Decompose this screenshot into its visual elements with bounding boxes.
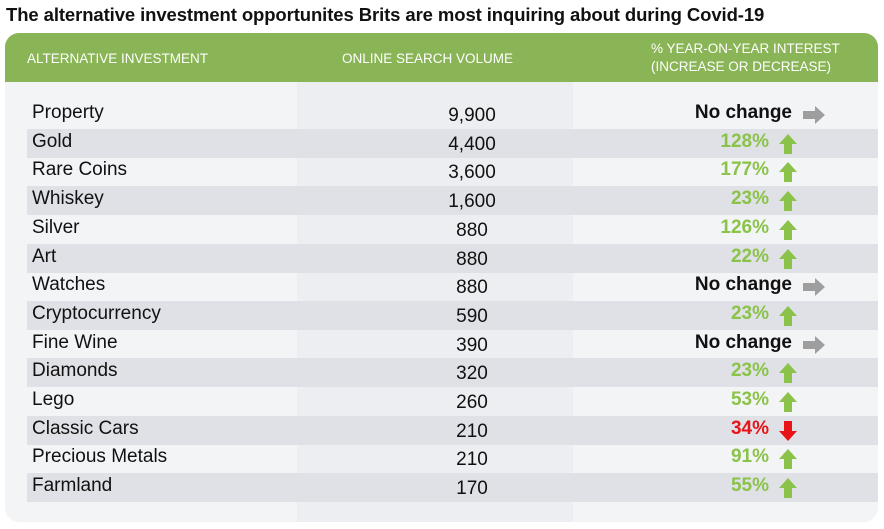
table-row: Gold 4,400 128% (27, 128, 878, 158)
search-volume: 880 (456, 219, 488, 241)
table-row: Whiskey 1,600 23% (27, 186, 878, 216)
arrow-down-icon (779, 420, 797, 441)
table-row: Diamonds 320 23% (27, 358, 878, 388)
yoy-interest: No change (694, 102, 792, 123)
yoy-interest: 23% (730, 302, 769, 324)
table-row: Silver 880 126% (27, 215, 878, 244)
table-row: Farmland 170 55% (27, 473, 878, 503)
arrow-right-icon (803, 278, 825, 297)
search-volume: 320 (456, 363, 488, 385)
table-row: Rare Coins 3,600 177% (27, 157, 878, 186)
table-row: Precious Metals 210 91% (27, 444, 878, 473)
search-volume: 9,900 (448, 105, 496, 126)
table-row: Property 9,900 No change (27, 100, 878, 129)
search-volume: 4,400 (448, 133, 496, 155)
arrow-up-icon (779, 219, 797, 240)
arrow-up-icon (779, 478, 797, 499)
table-row: Fine Wine 390 No change (27, 330, 878, 359)
investment-name: Classic Cars (32, 417, 139, 439)
search-volume: 1,600 (448, 191, 496, 213)
yoy-interest: 53% (730, 389, 769, 410)
search-volume: 880 (456, 248, 488, 270)
yoy-interest: 23% (730, 360, 769, 382)
investment-name: Art (32, 245, 57, 267)
yoy-interest: No change (694, 331, 792, 353)
search-volume: 170 (456, 478, 488, 500)
yoy-interest: No change (694, 274, 792, 296)
arrow-up-icon (779, 133, 797, 154)
arrow-up-icon (779, 248, 797, 269)
yoy-interest: 91% (730, 446, 769, 468)
yoy-interest: 55% (730, 475, 769, 497)
investment-name: Whiskey (32, 188, 104, 210)
investment-name: Cryptocurrency (32, 302, 161, 324)
investment-table: ALTERNATIVE INVESTMENT ONLINE SEARCH VOL… (5, 33, 878, 522)
yoy-interest: 177% (720, 159, 769, 181)
search-volume: 210 (456, 449, 488, 471)
table-row: Lego 260 53% (27, 387, 878, 416)
arrow-right-icon (803, 106, 825, 124)
arrow-up-icon (779, 392, 797, 412)
header-interest-line2: (INCREASE OR DECREASE) (651, 59, 832, 74)
investment-name: Watches (32, 274, 106, 296)
search-volume: 880 (456, 277, 488, 299)
table-header: ALTERNATIVE INVESTMENT ONLINE SEARCH VOL… (5, 33, 878, 82)
table-row: Watches 880 No change (27, 272, 878, 301)
arrow-right-icon (803, 335, 825, 354)
arrow-up-icon (779, 363, 797, 384)
table-row: Cryptocurrency 590 23% (27, 300, 878, 330)
investment-name: Gold (32, 130, 73, 152)
arrow-up-icon (779, 449, 797, 470)
search-volume: 590 (456, 305, 488, 327)
yoy-interest: 126% (720, 216, 769, 238)
yoy-interest: 128% (720, 130, 769, 152)
investment-name: Precious Metals (32, 446, 168, 468)
arrow-up-icon (779, 191, 797, 212)
arrow-up-icon (779, 162, 797, 183)
chart-title: The alternative investment opportunites … (6, 4, 765, 25)
yoy-interest: 22% (730, 245, 769, 267)
arrow-up-icon (779, 305, 797, 326)
search-volume: 3,600 (448, 162, 496, 184)
investment-name: Property (32, 102, 104, 123)
search-volume: 210 (456, 420, 488, 442)
investment-name: Silver (32, 216, 80, 238)
search-volume: 260 (456, 392, 488, 413)
table-row: Art 880 22% (27, 243, 878, 273)
yoy-interest: 34% (730, 417, 769, 439)
investment-name: Lego (32, 389, 75, 410)
yoy-interest: 23% (730, 188, 769, 210)
search-volume: 390 (456, 334, 488, 356)
table-row: Classic Cars 210 34% (27, 415, 878, 445)
investment-name: Farmland (32, 475, 113, 497)
header-investment: ALTERNATIVE INVESTMENT (27, 51, 209, 66)
investment-name: Rare Coins (32, 159, 128, 181)
investment-name: Diamonds (32, 360, 118, 382)
header-interest-line1: % YEAR-ON-YEAR INTEREST (651, 41, 840, 56)
investment-name: Fine Wine (32, 331, 118, 353)
header-search-volume: ONLINE SEARCH VOLUME (342, 51, 514, 66)
